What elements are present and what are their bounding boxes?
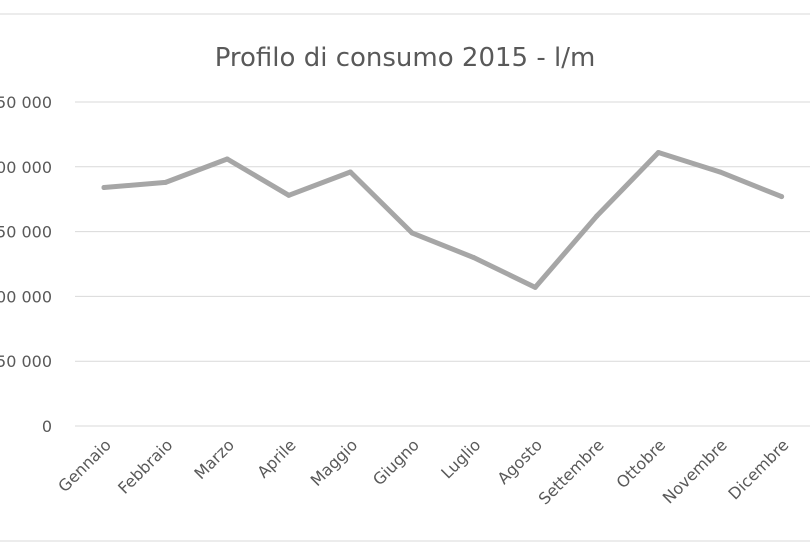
series-layer	[101, 150, 785, 290]
x-tick-label: Agosto	[493, 435, 546, 488]
y-tick-label: 150 000	[0, 223, 52, 242]
y-tick-label: 50 000	[0, 352, 52, 371]
x-tick-label: Dicembre	[724, 435, 792, 503]
x-axis-ticks: Gennaio Febbraio Marzo Aprile Maggio Giugno Lu…	[54, 435, 792, 508]
data-point	[655, 150, 661, 156]
y-tick-label: 250 000	[0, 93, 52, 112]
x-tick-label: Maggio	[307, 435, 362, 490]
y-tick-label: 200 000	[0, 158, 52, 177]
x-tick-label: Novembre	[659, 435, 731, 507]
data-point	[163, 179, 169, 185]
grid-layer	[75, 101, 810, 427]
y-tick-label: 0	[42, 417, 52, 436]
data-point	[594, 213, 600, 219]
data-point	[224, 156, 230, 162]
x-tick-label: Marzo	[190, 435, 238, 483]
x-tick-label: Ottobre	[613, 435, 670, 492]
data-point	[471, 255, 477, 261]
y-axis-ticks: 0 50 000 100 000 150 000 200 000 250 000	[0, 93, 52, 436]
data-point	[409, 230, 415, 236]
data-point	[286, 192, 292, 198]
y-tick-label: 100 000	[0, 287, 52, 306]
x-tick-label: Luglio	[437, 435, 484, 482]
data-point	[779, 194, 785, 200]
x-tick-label: Settembre	[535, 435, 608, 508]
x-tick-label: Febbraio	[114, 435, 176, 497]
data-point	[347, 169, 353, 175]
x-tick-label: Gennaio	[54, 435, 115, 496]
data-point	[532, 284, 538, 290]
series-line	[101, 150, 785, 290]
x-tick-label: Aprile	[253, 435, 299, 481]
x-tick-label: Giugno	[369, 435, 423, 489]
chart-title: Profilo di consumo 2015 - l/m	[215, 43, 596, 73]
data-point	[717, 169, 723, 175]
data-point	[101, 185, 107, 191]
